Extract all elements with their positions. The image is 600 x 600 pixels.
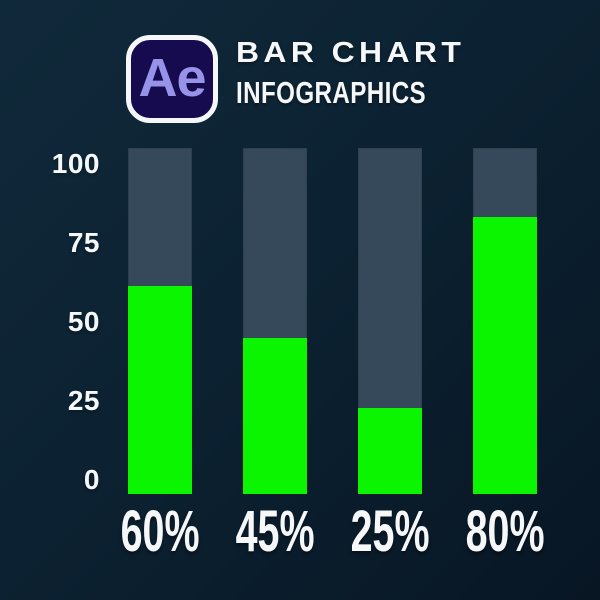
bar-value-text: 45% [235, 499, 315, 564]
bar-column: 45% [236, 148, 314, 561]
y-axis-tick: 75 [67, 227, 100, 258]
y-axis: 100 75 50 25 0 [30, 150, 100, 494]
y-axis-tick: 100 [51, 148, 100, 179]
bar-fill [358, 407, 422, 494]
y-axis-tick: 50 [67, 306, 100, 337]
bar-track [473, 148, 537, 494]
bar-value-label: 60% [100, 503, 220, 561]
bar-track [128, 148, 192, 494]
bar-track [243, 148, 307, 494]
bar-fill [473, 217, 537, 494]
bar-column: 25% [351, 148, 429, 561]
bar-column: 80% [466, 148, 544, 561]
y-axis-tick: 0 [83, 464, 100, 495]
bar-value-text: 25% [350, 499, 430, 564]
bar-value-text: 60% [120, 499, 200, 564]
bar-value-text: 80% [465, 499, 545, 564]
bar-column: 60% [121, 148, 199, 561]
bar-value-label: 45% [215, 503, 335, 561]
after-effects-logo: Ae [126, 35, 218, 123]
bar-track [358, 148, 422, 494]
bar-fill [128, 286, 192, 494]
y-axis-tick: 25 [67, 385, 100, 416]
bar-value-label: 80% [445, 503, 565, 561]
page-subtitle: INFOGRAPHICS [236, 75, 427, 110]
header-titles: BAR CHART INFOGRAPHICS [236, 38, 480, 108]
bar-value-label: 25% [330, 503, 450, 561]
page-title: BAR CHART [236, 37, 466, 69]
after-effects-logo-text: Ae [138, 47, 206, 108]
bar-fill [243, 338, 307, 494]
